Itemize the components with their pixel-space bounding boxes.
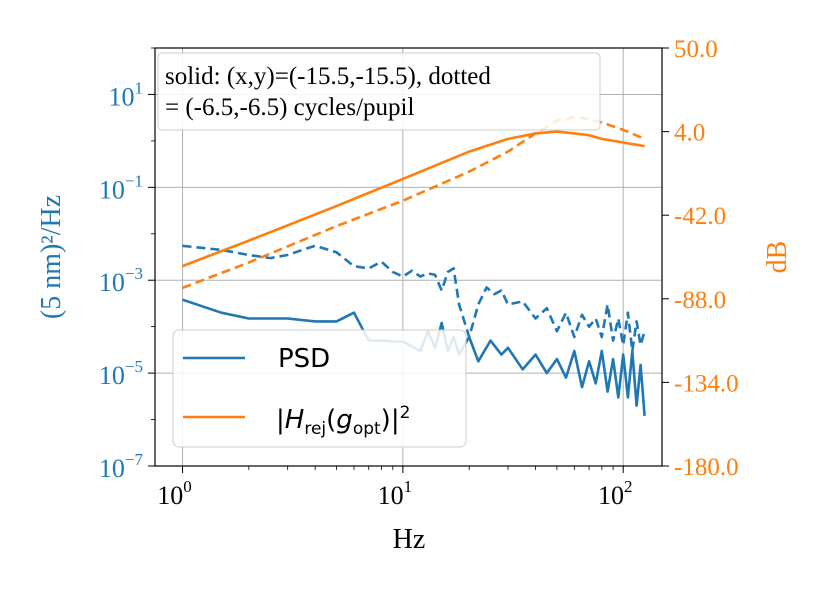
ticks-layer: 100 101 102 101 10−1 10−3 10−5 10−7 50.0 4.0 -42.0…	[99, 36, 739, 510]
x-tick-label: 100	[157, 477, 192, 510]
legend: PSD |Hrej(gopt)|2	[172, 329, 467, 448]
annotation-line-2: = (-6.5,-6.5) cycles/pupil	[165, 94, 415, 121]
y-right-tick-label: -134.0	[674, 370, 739, 397]
y-left-tick-label: 10−3	[99, 264, 143, 297]
annotation-box: solid: (x,y)=(-15.5,-15.5), dotted = (-6…	[157, 52, 601, 131]
hrej-dashed-line	[182, 115, 646, 290]
y-right-axis-label: dB	[762, 241, 793, 274]
legend-psd-label: PSD	[278, 344, 330, 374]
y-right-tick-label: 4.0	[674, 120, 705, 147]
x-tick-label: 101	[378, 477, 413, 510]
hrej-solid-line	[182, 130, 645, 268]
y-right-tick-label: -180.0	[674, 454, 739, 481]
plot-frame	[154, 47, 663, 467]
series-layer	[182, 115, 646, 417]
psd-dashed-line	[182, 244, 646, 353]
x-axis-label: Hz	[393, 524, 426, 555]
annotation-line-1: solid: (x,y)=(-15.5,-15.5), dotted	[165, 63, 491, 90]
y-right-tick-label: -88.0	[674, 287, 726, 314]
y-left-tick-label: 10−1	[99, 171, 143, 204]
y-left-tick-label: 101	[109, 78, 144, 111]
y-left-tick-label: 10−7	[99, 450, 144, 483]
y-right-tick-label: -42.0	[674, 203, 726, 230]
y-right-tick-label: 50.0	[674, 36, 718, 63]
y-left-axis-label: (5 nm)²/Hz	[36, 195, 67, 319]
y-left-tick-label: 10−5	[99, 357, 143, 390]
x-tick-label: 102	[598, 477, 633, 510]
legend-hrej-label: |Hrej(gopt)|2	[276, 403, 410, 439]
